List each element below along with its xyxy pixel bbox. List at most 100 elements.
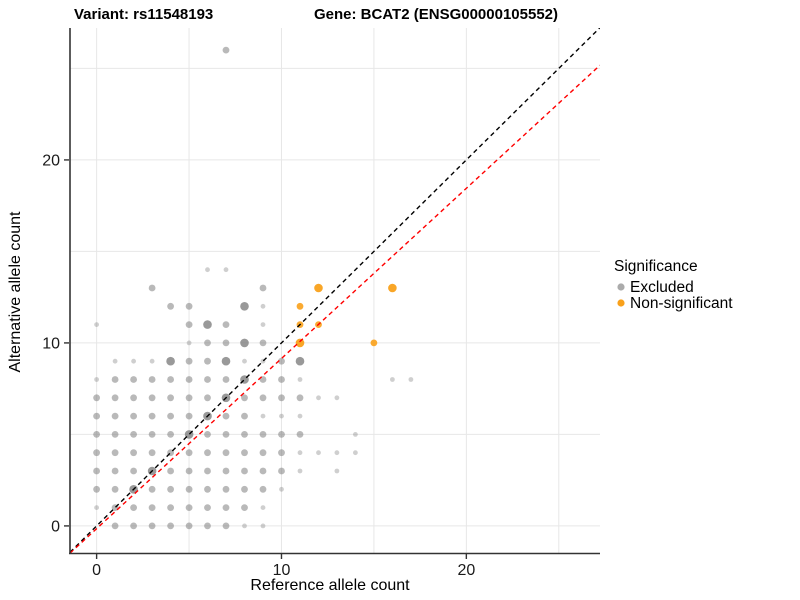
data-point — [167, 412, 175, 420]
data-point — [241, 394, 248, 402]
data-point — [260, 322, 266, 327]
data-point — [130, 449, 138, 457]
data-point — [259, 467, 267, 475]
data-point — [111, 522, 119, 530]
data-point — [259, 339, 267, 347]
legend-label-non-significant: Non-significant — [630, 295, 733, 312]
data-point — [222, 449, 230, 457]
legend-title: Significance — [614, 258, 698, 275]
data-point — [186, 340, 192, 346]
data-point — [370, 339, 378, 347]
data-point — [241, 449, 248, 457]
data-point — [241, 412, 248, 420]
data-point — [148, 431, 156, 438]
data-point — [130, 376, 138, 383]
data-point — [185, 321, 193, 328]
data-point — [222, 321, 230, 328]
y-tick-label: 20 — [42, 152, 60, 169]
fit-line — [70, 64, 600, 554]
data-point — [93, 485, 100, 493]
data-point — [297, 468, 303, 474]
reference-lines — [70, 28, 600, 554]
data-point — [260, 505, 266, 510]
data-point — [204, 339, 211, 347]
data-point — [296, 394, 304, 402]
data-point — [185, 504, 193, 511]
data-point — [297, 413, 303, 419]
data-point — [259, 449, 267, 457]
y-tick-label: 0 — [51, 518, 60, 535]
data-point — [185, 412, 193, 420]
data-point — [111, 467, 119, 475]
data-point — [148, 394, 156, 402]
data-point — [130, 394, 138, 402]
data-point — [166, 356, 175, 366]
data-point — [353, 450, 358, 456]
data-point — [222, 485, 230, 493]
plot-title-variant: Variant: rs11548193 — [74, 6, 213, 23]
data-point — [94, 505, 99, 510]
data-point — [278, 431, 285, 438]
identity-line — [70, 28, 600, 553]
data-point — [240, 338, 249, 348]
gridlines — [70, 28, 600, 553]
data-point — [185, 302, 193, 310]
data-point — [111, 376, 119, 383]
data-point — [94, 322, 99, 327]
data-point — [259, 485, 267, 493]
data-point — [278, 467, 285, 475]
data-point — [149, 358, 155, 364]
data-point — [279, 413, 284, 419]
plot-title-gene: Gene: BCAT2 (ENSG00000105552) — [314, 6, 558, 23]
data-point — [131, 358, 137, 364]
data-point — [130, 467, 138, 475]
data-point — [167, 431, 175, 438]
data-point — [408, 377, 414, 382]
data-point — [111, 394, 119, 402]
data-point — [296, 431, 304, 438]
data-point — [259, 431, 267, 438]
data-point — [334, 395, 340, 401]
data-point — [167, 504, 175, 511]
data-point — [278, 449, 285, 457]
data-point — [167, 467, 175, 475]
data-point — [295, 356, 305, 366]
data-points — [93, 46, 414, 530]
x-tick-label: 20 — [457, 562, 475, 579]
y-axis-label: Alternative allele count — [7, 211, 24, 373]
data-point — [148, 504, 156, 511]
data-point — [204, 449, 211, 457]
data-point — [221, 356, 231, 366]
data-point — [93, 431, 100, 438]
data-point — [148, 376, 156, 383]
data-point — [167, 302, 175, 310]
data-point — [93, 449, 100, 457]
data-point — [130, 431, 138, 438]
data-point — [167, 394, 175, 402]
data-point — [148, 449, 156, 457]
data-point — [204, 431, 211, 438]
excluded-swatch-icon — [617, 283, 625, 291]
data-point — [278, 357, 285, 365]
non-significant-swatch-icon — [617, 299, 625, 307]
data-point — [167, 485, 175, 493]
data-point — [111, 449, 119, 457]
data-point — [241, 504, 248, 511]
data-point — [185, 376, 193, 383]
data-point — [204, 522, 211, 530]
data-point — [185, 485, 193, 493]
data-point — [112, 358, 118, 364]
data-point — [241, 485, 248, 493]
data-point — [222, 46, 230, 54]
data-point — [260, 523, 266, 529]
x-tick-label: 0 — [92, 562, 101, 579]
data-point — [204, 467, 211, 475]
data-point — [130, 522, 138, 530]
data-point — [111, 431, 119, 438]
data-point — [316, 395, 321, 401]
y-axis-ticks: 0 10 20 — [42, 152, 69, 535]
data-point — [185, 467, 193, 475]
data-point — [204, 357, 211, 365]
data-point — [204, 485, 211, 493]
data-point — [130, 412, 138, 420]
